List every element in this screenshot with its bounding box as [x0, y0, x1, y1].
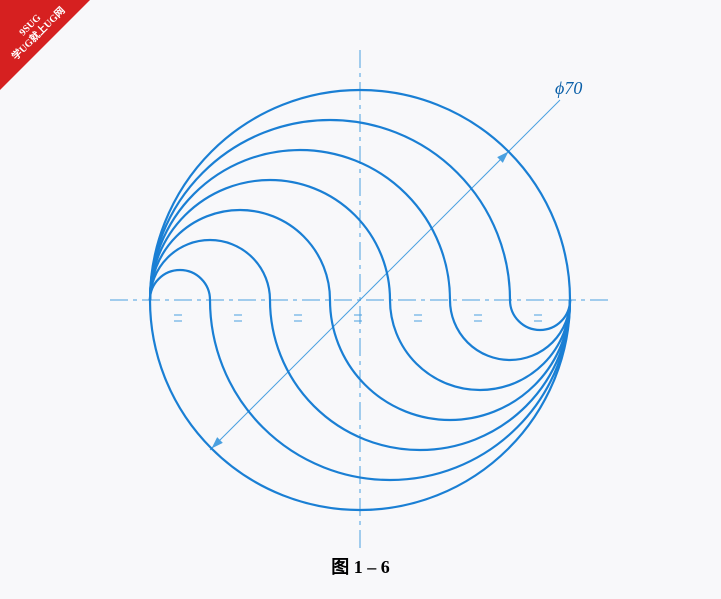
figure-caption: 图 1 – 6 [0, 553, 721, 579]
diagram [0, 0, 721, 560]
dimension-label: ϕ70 [555, 78, 582, 99]
diagram-svg [0, 0, 721, 560]
